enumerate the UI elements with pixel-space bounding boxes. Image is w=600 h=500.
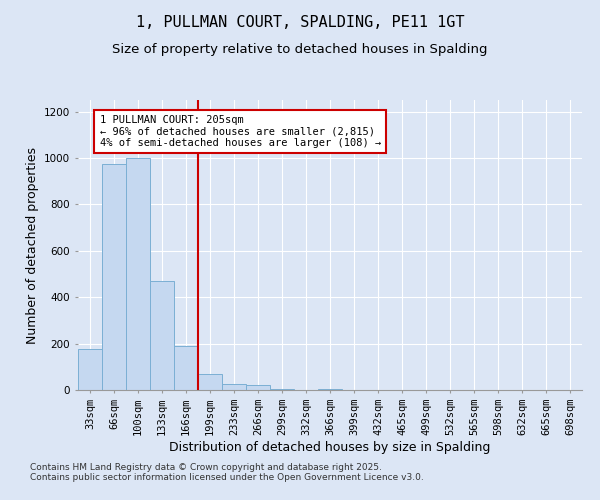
Bar [102,164,126,390]
Bar [198,374,222,390]
Text: 1 PULLMAN COURT: 205sqm
← 96% of detached houses are smaller (2,815)
4% of semi-: 1 PULLMAN COURT: 205sqm ← 96% of detache… [100,115,381,148]
Text: Size of property relative to detached houses in Spalding: Size of property relative to detached ho… [112,42,488,56]
Bar [270,389,294,390]
Y-axis label: Number of detached properties: Number of detached properties [26,146,38,344]
Text: Contains HM Land Registry data © Crown copyright and database right 2025.
Contai: Contains HM Land Registry data © Crown c… [30,463,424,482]
X-axis label: Distribution of detached houses by size in Spalding: Distribution of detached houses by size … [169,440,491,454]
Bar [246,386,270,390]
Bar [126,158,150,390]
Bar [174,346,198,390]
Bar [318,389,342,390]
Text: 1, PULLMAN COURT, SPALDING, PE11 1GT: 1, PULLMAN COURT, SPALDING, PE11 1GT [136,15,464,30]
Bar [78,350,102,390]
Bar [222,384,246,390]
Bar [150,281,174,390]
